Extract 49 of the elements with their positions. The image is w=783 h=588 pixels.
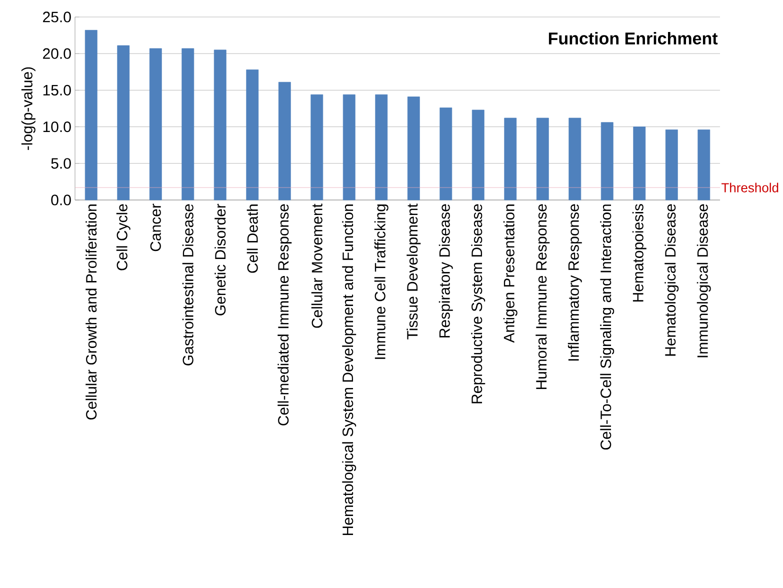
bar — [342, 94, 356, 200]
bar — [633, 126, 646, 200]
bar — [407, 96, 420, 200]
x-tick-label: Cell Cycle — [116, 204, 130, 270]
bar — [536, 118, 549, 200]
x-tick-label: Immunological Disease — [696, 204, 711, 358]
bar — [698, 130, 710, 200]
x-tick-label: Cellular Growth and Proliferation — [86, 204, 97, 420]
bar — [117, 45, 130, 200]
x-tick-label: Antigen Presentation — [503, 204, 518, 343]
y-tick-label: 10.0 — [43, 121, 71, 132]
bar — [310, 94, 324, 200]
x-tick-label: Gastrointestinal Disease — [182, 204, 194, 366]
x-tick-label: Tissue Development — [406, 204, 421, 340]
x-tick-label: Cell Death — [246, 204, 258, 273]
x-tick-label: Cancer — [150, 204, 161, 252]
x-tick-label: Genetic Disorder — [214, 204, 226, 316]
bar — [600, 122, 614, 200]
bar — [246, 70, 259, 200]
ref-line-label: Threshold — [722, 182, 778, 192]
bar — [375, 94, 388, 200]
bar — [278, 82, 291, 200]
y-tick-label: 0.0 — [51, 194, 71, 206]
x-tick-label: Hematological Disease — [664, 204, 679, 356]
text: Function Enrichment — [548, 32, 718, 44]
bar — [214, 50, 226, 200]
bar — [149, 48, 162, 200]
y-tick-label: 20.0 — [43, 48, 71, 59]
x-tick-label: Cell-mediated Immune Response — [278, 204, 292, 426]
x-tick-label: Hematopoiesis — [632, 204, 646, 302]
x-tick-label: Humoral Immune Response — [536, 204, 550, 390]
x-tick-label: Inflammatory Response — [568, 204, 582, 361]
y-tick-label: 25.0 — [43, 12, 71, 22]
bar — [84, 30, 98, 200]
bar — [568, 118, 582, 200]
x-tick-label: Immune Cell Trafficking — [374, 204, 388, 359]
x-tick-label: Hematological System Development and Function — [342, 204, 356, 535]
x-tick-label: Reproductive System Disease — [471, 204, 486, 404]
y-tick-label: 5.0 — [51, 158, 71, 169]
x-tick-label: Cellular Movement — [311, 204, 322, 328]
bar — [504, 118, 517, 200]
bar — [472, 110, 484, 200]
y-tick-label: 15.0 — [43, 84, 71, 96]
x-tick-label: Respiratory Disease — [438, 204, 453, 338]
bar — [440, 108, 452, 200]
bar — [665, 130, 678, 200]
bar — [182, 48, 194, 200]
x-tick-label: Cell-To-Cell Signaling and Interaction — [600, 204, 614, 450]
y-axis-title: -log(p-value) — [21, 67, 36, 150]
